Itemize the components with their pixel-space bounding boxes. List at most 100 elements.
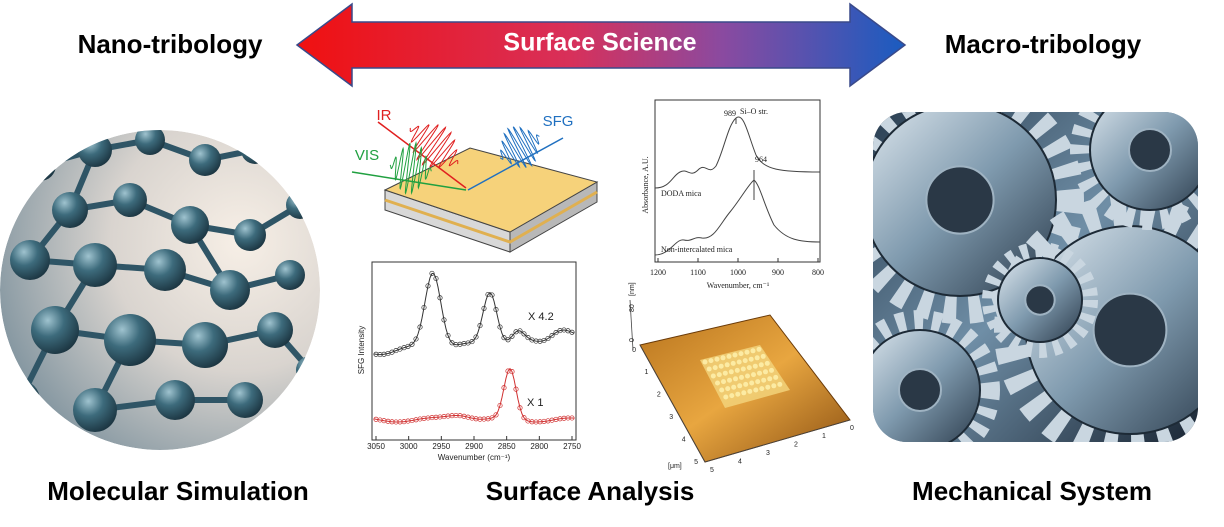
atom xyxy=(135,130,165,155)
atom xyxy=(24,149,56,181)
atom xyxy=(73,243,117,287)
spectrum-point xyxy=(517,405,523,411)
double-arrow xyxy=(295,2,907,88)
right-title: Macro-tribology xyxy=(945,29,1142,59)
y-tick-label: 3 xyxy=(669,414,673,421)
spectrum-point xyxy=(505,368,511,374)
y-axis-label: Absorbance, A.U. xyxy=(641,156,650,213)
afm-bump xyxy=(729,393,735,399)
afm-bump xyxy=(731,384,737,390)
spectrum-point xyxy=(389,419,395,425)
spectrum-point xyxy=(557,416,563,422)
spectrum-point xyxy=(421,304,427,311)
spectrum-point xyxy=(569,415,575,421)
atom xyxy=(182,322,228,368)
afm-bump xyxy=(730,360,736,366)
spectrum-point xyxy=(509,369,515,375)
spectrum-point xyxy=(425,283,431,289)
afm-bump xyxy=(739,374,744,380)
spectrum-point xyxy=(385,418,391,424)
spectrum-point xyxy=(485,291,491,298)
afm-bump xyxy=(758,362,764,368)
afm-bump xyxy=(714,356,720,362)
spectrum-point xyxy=(437,295,443,301)
afm-bump xyxy=(744,349,750,355)
spectrum-point xyxy=(509,333,515,339)
spectrum-point xyxy=(437,414,443,420)
x-tick-label: 800 xyxy=(812,268,824,277)
spectrum-point xyxy=(513,386,519,392)
spectrum-point xyxy=(377,352,383,358)
gear-teeth xyxy=(873,112,1084,324)
spectrum-point xyxy=(497,402,503,409)
spectrum-point xyxy=(497,324,503,330)
spectrum-point xyxy=(569,329,575,335)
afm-bump xyxy=(764,360,770,366)
atom xyxy=(113,183,147,217)
gear-teeth xyxy=(1070,112,1198,230)
afm-bump xyxy=(749,380,755,386)
spectrum-point xyxy=(517,328,523,334)
annotation: DODA mica xyxy=(661,189,702,198)
atom xyxy=(171,206,209,244)
spectrum-point xyxy=(565,415,571,421)
spectrum-point xyxy=(449,413,455,419)
x-tick-label: 3050 xyxy=(367,442,385,451)
atom xyxy=(104,314,156,366)
atom xyxy=(234,219,266,251)
wave xyxy=(409,123,459,169)
afm-bump xyxy=(708,358,714,364)
afm-bump xyxy=(734,367,740,373)
x-tick-label: 2900 xyxy=(465,442,483,451)
afm-bump xyxy=(722,370,728,376)
y-tick-label: 2 xyxy=(657,392,661,399)
spectrum-point xyxy=(481,305,487,311)
afm-bump xyxy=(706,366,712,372)
spectrum-point xyxy=(481,416,487,422)
atom xyxy=(210,270,250,310)
section-label: Surface Analysis xyxy=(486,476,695,506)
afm-bump xyxy=(750,348,756,354)
afm-bump xyxy=(716,372,722,378)
spectrum-point xyxy=(537,419,543,425)
beam-label: VIS xyxy=(355,147,379,164)
y-tick-label: 4 xyxy=(682,436,686,443)
afm-bump xyxy=(746,365,752,371)
beam-label: IR xyxy=(377,107,392,124)
atom xyxy=(189,144,221,176)
atom xyxy=(275,260,305,290)
afm-bump xyxy=(769,367,774,373)
afm-bump xyxy=(755,379,761,385)
x-tick-label: 4 xyxy=(738,458,742,465)
x-tick-label: 1100 xyxy=(690,268,706,277)
spectrum-point xyxy=(473,416,479,422)
y-tick-label: 1 xyxy=(644,369,648,376)
afm-bump xyxy=(777,381,783,387)
spectrum-point xyxy=(453,412,459,419)
sfg-schematic xyxy=(351,121,599,253)
spectrum-point xyxy=(477,323,483,329)
annotation: Si–O str. xyxy=(740,107,768,116)
arrow-label: Surface Science xyxy=(503,29,696,57)
annotation: X 1 xyxy=(527,397,544,409)
afm-bump xyxy=(728,369,734,375)
afm-bump xyxy=(733,376,738,382)
spectrum-point xyxy=(429,415,435,421)
x-tick-label: 2850 xyxy=(498,442,516,451)
afm-bump xyxy=(710,373,716,379)
afm-bump xyxy=(741,390,747,396)
gears-image xyxy=(873,112,1198,442)
section-label: Mechanical System xyxy=(912,476,1152,506)
afm-bump xyxy=(736,359,742,365)
ir-spectrum xyxy=(654,99,821,263)
afm-bump xyxy=(759,386,765,392)
spectrum-point xyxy=(489,292,495,298)
spectrum-line xyxy=(373,272,575,356)
spectrum-line xyxy=(373,367,575,423)
afm-bump xyxy=(738,351,744,357)
afm-image xyxy=(629,299,851,463)
afm-bump xyxy=(723,394,729,400)
atom xyxy=(10,240,50,280)
spectrum-point xyxy=(409,341,415,347)
afm-bump xyxy=(771,383,777,389)
